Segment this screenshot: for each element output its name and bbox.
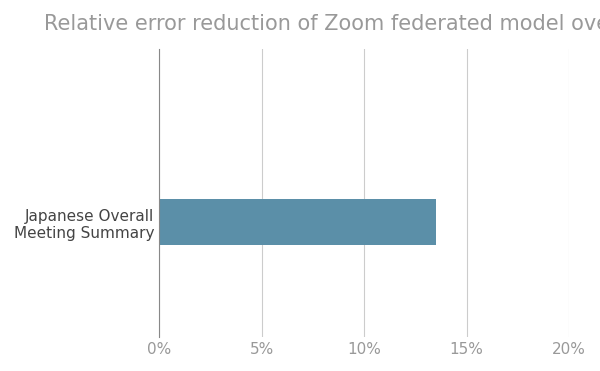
Title: Relative error reduction of Zoom federated model over GPT-4: Relative error reduction of Zoom federat… (44, 14, 600, 34)
Bar (159, 199, 436, 245)
